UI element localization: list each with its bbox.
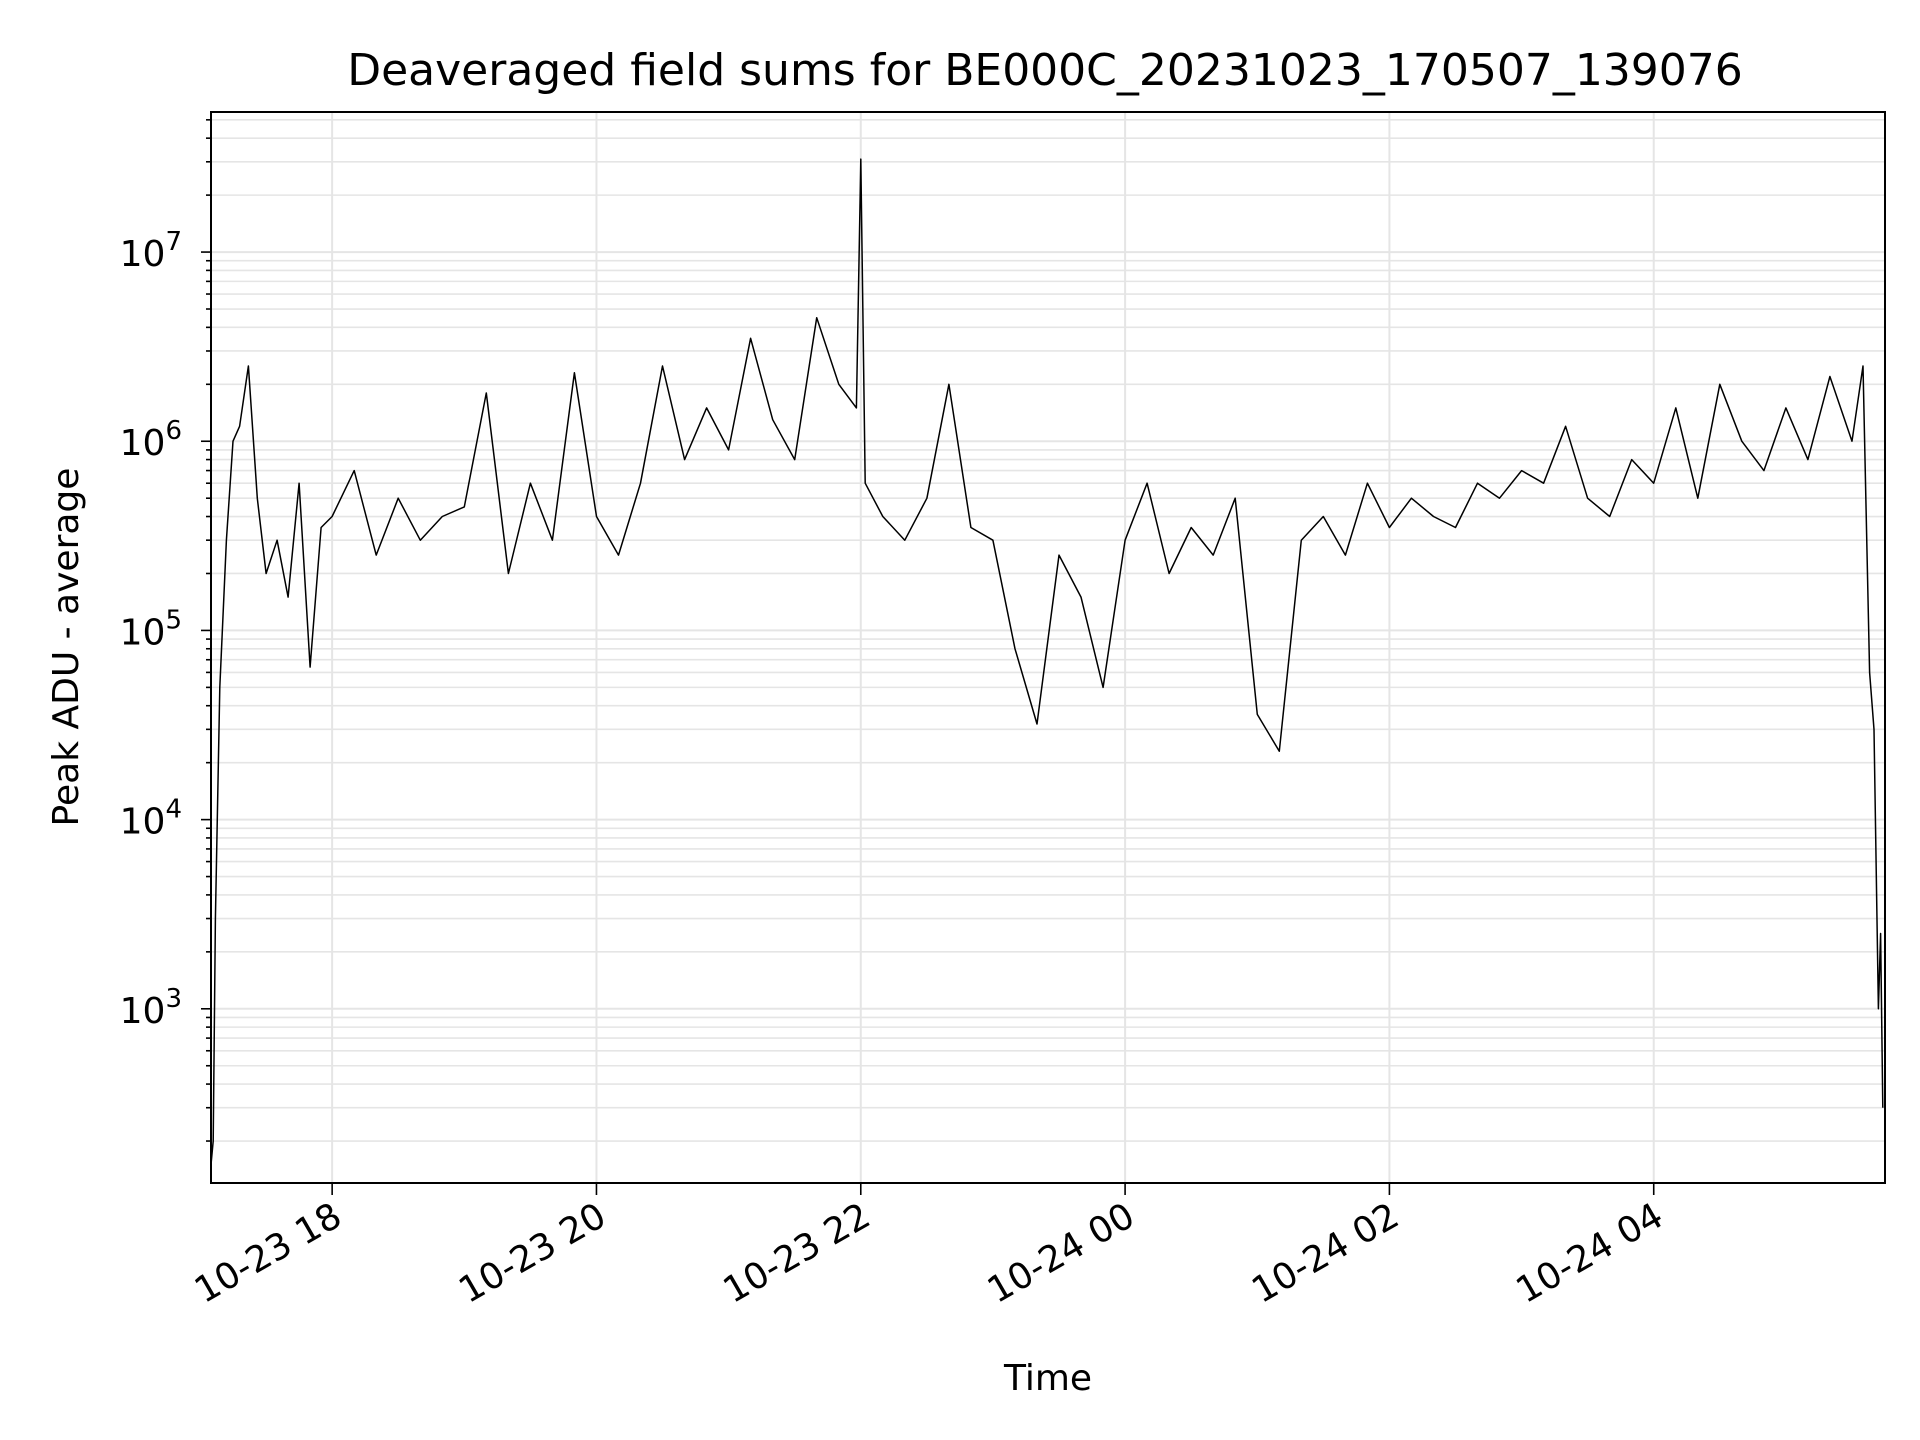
- plot-area: [210, 111, 1886, 1184]
- y-tick-label: 105: [120, 605, 182, 653]
- x-axis-label: Time: [1003, 1358, 1092, 1399]
- series-line: [210, 158, 1884, 1165]
- y-tick-exponent: 4: [165, 795, 182, 825]
- x-tick-label: 10-24 04: [1510, 1195, 1671, 1311]
- y-tick-base: 10: [120, 991, 166, 1032]
- x-tick-label: 10-24 02: [1245, 1195, 1406, 1311]
- grid: [211, 112, 1885, 1183]
- y-tick-label: 107: [120, 227, 182, 275]
- y-tick-exponent: 7: [165, 227, 182, 257]
- y-tick-exponent: 5: [165, 605, 182, 635]
- y-tick-base: 10: [120, 802, 166, 843]
- y-tick-base: 10: [120, 423, 166, 464]
- y-tick-label: 103: [120, 984, 182, 1032]
- x-tick-label: 10-24 00: [981, 1195, 1142, 1311]
- y-tick-base: 10: [120, 234, 166, 275]
- chart-title: Deaveraged field sums for BE000C_2023102…: [347, 45, 1743, 96]
- y-axis-label: Peak ADU - average: [46, 468, 87, 827]
- y-tick-label: 106: [120, 416, 182, 464]
- y-tick-exponent: 3: [165, 984, 182, 1014]
- x-axis: 10-23 18 10-23 20 10-23 22 10-24 00 10-24 02…: [188, 1183, 1670, 1312]
- x-tick-label: 10-23 18: [188, 1195, 349, 1311]
- x-tick-label: 10-23 22: [717, 1195, 878, 1311]
- data-series: [210, 158, 1884, 1165]
- x-tick-label: 10-23 20: [452, 1195, 613, 1311]
- y-tick-base: 10: [120, 612, 166, 653]
- y-tick-label: 104: [120, 795, 182, 843]
- y-tick-exponent: 6: [165, 416, 182, 446]
